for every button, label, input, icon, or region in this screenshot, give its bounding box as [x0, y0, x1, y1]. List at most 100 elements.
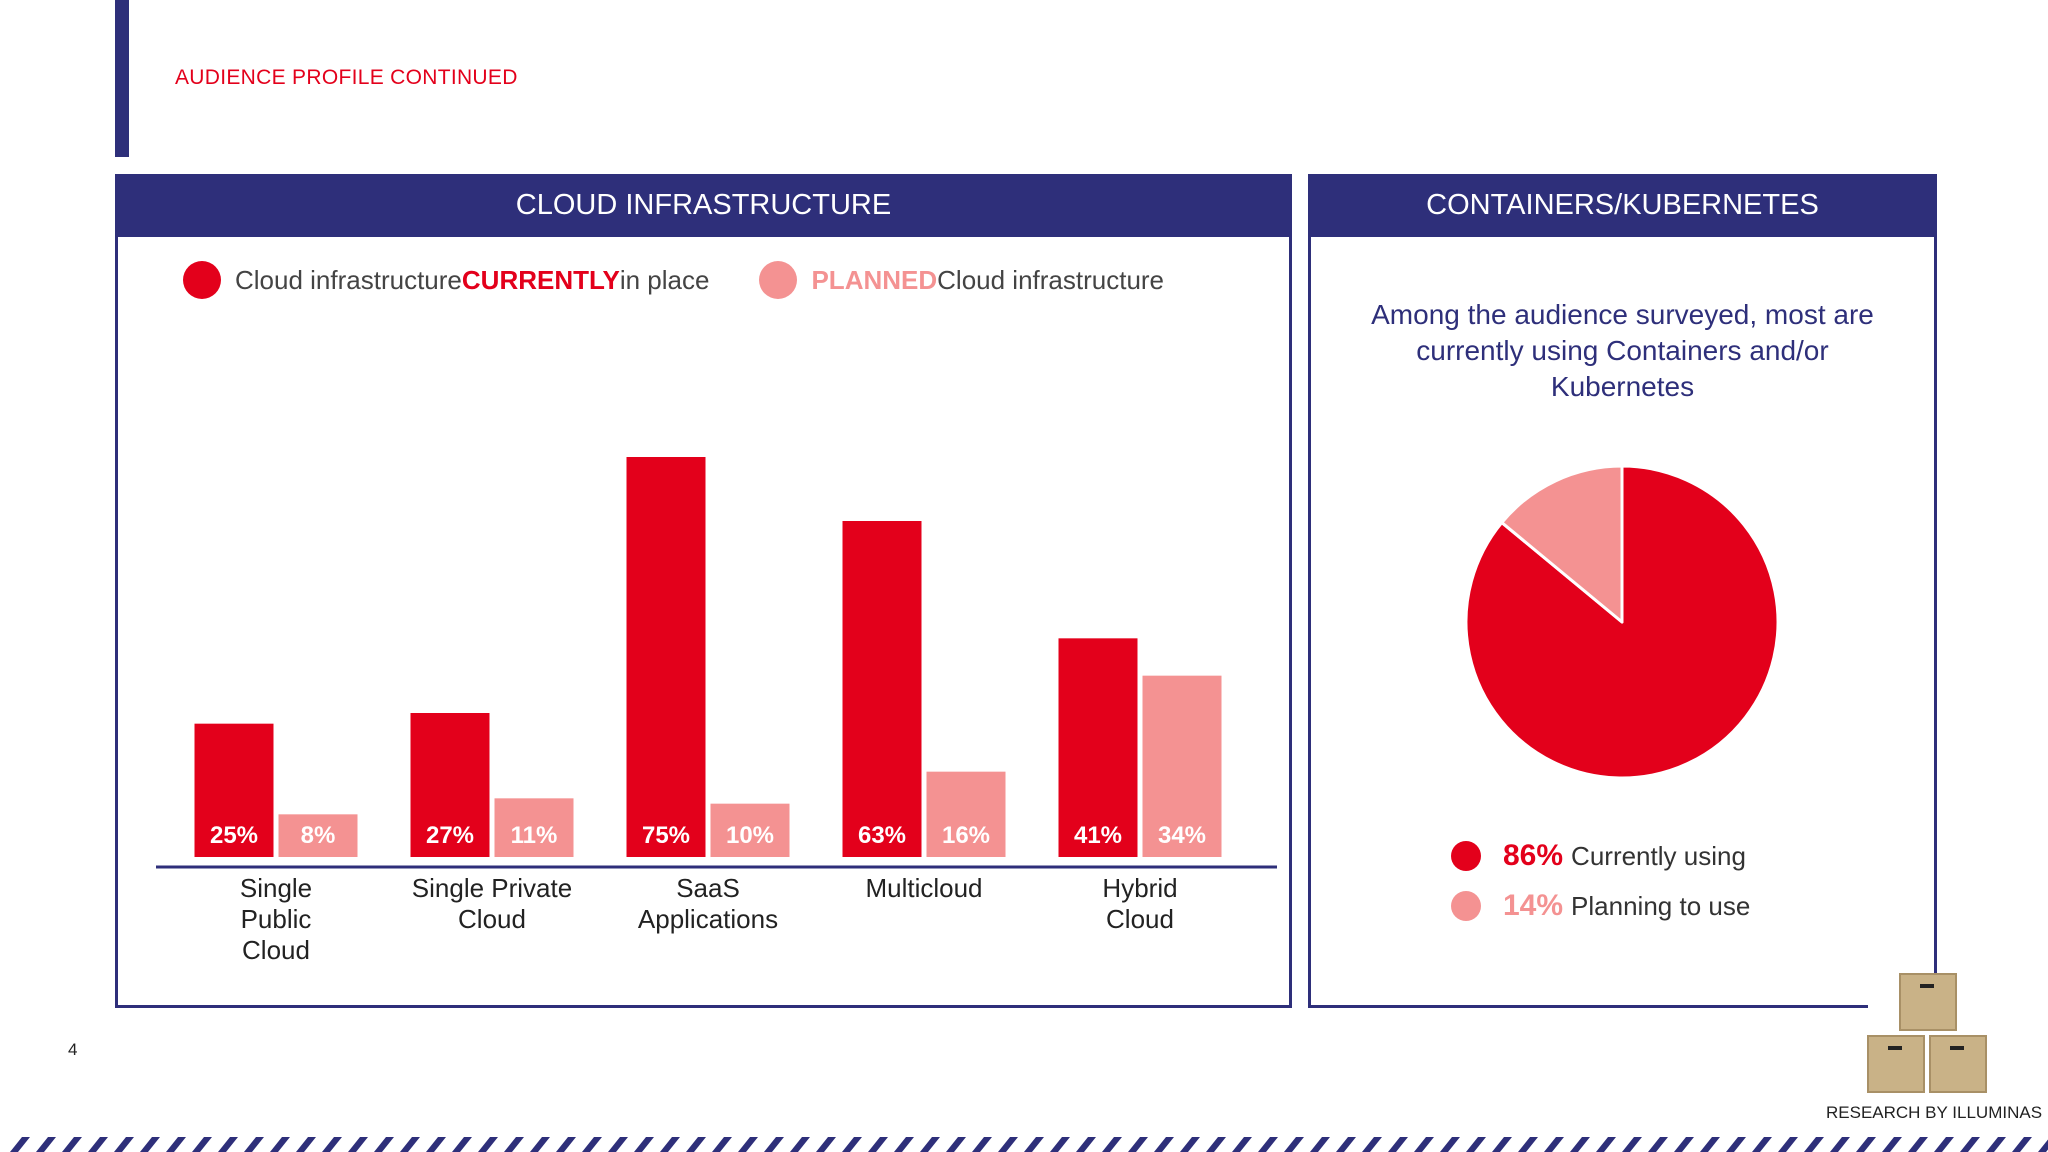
- cloud-infrastructure-panel: CLOUD INFRASTRUCTURE Cloud infrastructur…: [115, 174, 1292, 1008]
- pie-legend-planned-pct: 14%: [1503, 889, 1564, 922]
- bar-current-3: [842, 521, 922, 857]
- stripe: [920, 1137, 940, 1152]
- stripe: [1336, 1137, 1356, 1152]
- category-label-4-line-1: Cloud: [1106, 904, 1174, 934]
- bar-label-current-3: 63%: [858, 822, 906, 849]
- decorative-stripes: [10, 1137, 2048, 1152]
- bar-planned-1: [494, 798, 574, 857]
- stripe: [1466, 1137, 1486, 1152]
- pie-legend-current: 86% Currently using: [1451, 839, 1746, 873]
- bar-current-2: [626, 457, 706, 857]
- stripe: [1674, 1137, 1694, 1152]
- bar-planned-4: [1142, 675, 1222, 857]
- stripe: [790, 1137, 810, 1152]
- stripe: [140, 1137, 160, 1152]
- stripe: [1102, 1137, 1122, 1152]
- legend-current-strong: CURRENTLY: [461, 264, 620, 295]
- bar-label-current-1: 27%: [426, 822, 474, 849]
- stripe: [1570, 1137, 1590, 1152]
- stripe: [1284, 1137, 1304, 1152]
- stripe: [764, 1137, 784, 1152]
- stripe: [452, 1137, 472, 1152]
- pie-legend-current-label: Currently using: [1571, 840, 1746, 871]
- stripe: [972, 1137, 992, 1152]
- stripe: [1388, 1137, 1408, 1152]
- stripe: [1076, 1137, 1096, 1152]
- stripe: [2012, 1137, 2032, 1152]
- category-label-0-line-2: Cloud: [242, 935, 310, 965]
- category-label-0-line-0: Single: [240, 873, 312, 903]
- stripe: [816, 1137, 836, 1152]
- stripe: [1596, 1137, 1616, 1152]
- stripe: [1362, 1137, 1382, 1152]
- stripe: [686, 1137, 706, 1152]
- stripe: [1960, 1137, 1980, 1152]
- stripe: [192, 1137, 212, 1152]
- pie-slice-1: [1500, 464, 1624, 624]
- stripe: [218, 1137, 238, 1152]
- stripe: [1934, 1137, 1954, 1152]
- stripe: [1518, 1137, 1538, 1152]
- category-label-2-line-1: Applications: [638, 904, 778, 934]
- research-credit: RESEARCH BY ILLUMINAS: [1826, 1103, 2043, 1122]
- stripe: [1128, 1137, 1148, 1152]
- containers-kubernetes-panel: CONTAINERS/KUBERNETES Among the audience…: [1308, 174, 1937, 1008]
- legend-current-pre: Cloud infrastructure: [235, 264, 462, 295]
- stripe: [868, 1137, 888, 1152]
- stripe: [712, 1137, 732, 1152]
- stripe: [374, 1137, 394, 1152]
- bar-label-current-0: 25%: [210, 822, 258, 849]
- stripe: [1258, 1137, 1278, 1152]
- bar-label-planned-3: 16%: [942, 822, 990, 849]
- stripe: [660, 1137, 680, 1152]
- stripe: [946, 1137, 966, 1152]
- stripe: [894, 1137, 914, 1152]
- stripe: [738, 1137, 758, 1152]
- stripe: [1154, 1137, 1174, 1152]
- stripe: [88, 1137, 108, 1152]
- page-number: 4: [68, 1040, 78, 1059]
- stripe: [166, 1137, 186, 1152]
- stripe: [1856, 1137, 1876, 1152]
- stripe: [556, 1137, 576, 1152]
- legend-planned-strong: PLANNED: [811, 264, 938, 295]
- stripe: [582, 1137, 602, 1152]
- stripe: [1232, 1137, 1252, 1152]
- stripe: [1206, 1137, 1226, 1152]
- category-label-3-line-0: Multicloud: [865, 873, 982, 903]
- stripe: [842, 1137, 862, 1152]
- bar-label-planned-0: 8%: [301, 822, 336, 849]
- category-label-4-line-0: Hybrid: [1102, 873, 1177, 903]
- stripe: [530, 1137, 550, 1152]
- stripe: [36, 1137, 56, 1152]
- pie-legend-planned-label: Planning to use: [1571, 890, 1751, 921]
- bar-planned-3: [926, 771, 1006, 857]
- stripe: [62, 1137, 82, 1152]
- stripe: [1622, 1137, 1642, 1152]
- stripe: [1986, 1137, 2006, 1152]
- bar-label-current-4: 41%: [1074, 822, 1122, 849]
- containers-kubernetes-title: CONTAINERS/KUBERNETES: [1308, 174, 1937, 237]
- boxes-logo-icon: [1867, 973, 1987, 1093]
- right-panel-bottom-border: [1308, 1005, 1868, 1008]
- bar-label-planned-4: 34%: [1158, 822, 1206, 849]
- stripe: [1778, 1137, 1798, 1152]
- stripe: [10, 1137, 30, 1152]
- category-label-1-line-0: Single Private: [412, 873, 572, 903]
- pie-legend-planned-dot: [1451, 891, 1481, 921]
- pie-legend-current-pct: 86%: [1503, 839, 1564, 872]
- category-label-0-line-1: Public: [241, 904, 312, 934]
- stripe: [426, 1137, 446, 1152]
- bar-current-0: [194, 723, 274, 857]
- cloud-infrastructure-title: CLOUD INFRASTRUCTURE: [115, 174, 1292, 237]
- bar-planned-0: [278, 814, 358, 857]
- pie-legend-current-dot: [1451, 841, 1481, 871]
- legend-planned-dot: [759, 261, 798, 299]
- stripe: [1050, 1137, 1070, 1152]
- stripe: [1440, 1137, 1460, 1152]
- pie-legend-planned: 14% Planning to use: [1451, 889, 1750, 923]
- stripe: [244, 1137, 264, 1152]
- stripe: [504, 1137, 524, 1152]
- stripe: [1700, 1137, 1720, 1152]
- stripe: [1648, 1137, 1668, 1152]
